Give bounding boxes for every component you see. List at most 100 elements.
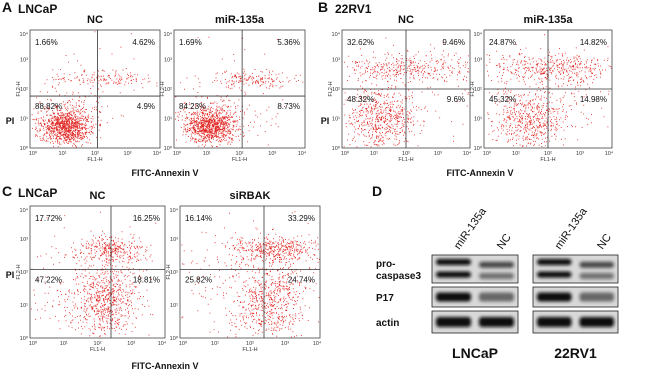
y-tick-label: 10⁴ [332, 31, 341, 38]
x-tick-label: 10² [544, 151, 552, 157]
blot-band [436, 317, 471, 327]
cell-line: LNCaP [18, 186, 57, 200]
y-channel: FL2-H [16, 264, 22, 279]
row-label: P17 [376, 293, 394, 304]
quadrant-value: 24.74% [288, 275, 315, 284]
y-tick-label: 10⁰ [474, 145, 483, 152]
cell-line: 22RV1 [335, 2, 372, 16]
panel-label: A [2, 0, 12, 15]
y-tick-label: 10³ [20, 237, 28, 243]
y-tick-label: 10² [20, 270, 28, 276]
y-tick-label: 10¹ [164, 117, 172, 123]
y-tick-label: 10³ [164, 58, 172, 64]
quadrant-value: 45.32% [489, 95, 516, 104]
y-tick-label: 10⁴ [20, 31, 29, 38]
x-tick-label: 10² [94, 341, 102, 347]
quadrant-value: 88.82% [35, 102, 62, 111]
x-tick-label: 10⁰ [29, 150, 38, 157]
y-channel: FL2-H [328, 81, 334, 96]
x-channel: FL1-H [242, 347, 257, 353]
blot-strip [532, 310, 619, 334]
x-tick-label: 10² [91, 151, 99, 157]
blot-band [479, 317, 514, 327]
blot-band [479, 292, 514, 302]
x-tick-label: 10³ [434, 151, 442, 157]
plot-title: siRBAK [230, 190, 271, 202]
x-tick-label: 10⁰ [483, 150, 492, 157]
x-tick-label: 10⁴ [605, 150, 614, 157]
y-tick-label: 10⁰ [332, 145, 341, 152]
x-tick-label: 10⁰ [179, 340, 188, 347]
x-tick-label: 10¹ [512, 151, 520, 157]
quadrant-value: 84.23% [179, 102, 206, 111]
x-channel: FL1-H [90, 347, 105, 353]
x-tick-label: 10⁴ [313, 340, 322, 347]
blot-band [436, 271, 471, 278]
x-tick-label: 10¹ [370, 151, 378, 157]
x-tick-label: 10¹ [211, 341, 219, 347]
y-axis-label: PI [6, 116, 15, 126]
blot-band [537, 271, 572, 278]
y-tick-label: 10² [332, 87, 340, 93]
y-tick-label: 10¹ [20, 303, 28, 309]
y-tick-label: 10² [20, 87, 28, 93]
y-tick-label: 10¹ [170, 303, 178, 309]
plot-title: miR-135a [215, 14, 265, 26]
x-channel: FL1-H [540, 157, 555, 163]
x-tick-label: 10⁰ [173, 150, 182, 157]
lane-label: miR-135a [553, 205, 591, 252]
y-tick-label: 10⁴ [20, 207, 29, 214]
y-tick-label: 10² [170, 270, 178, 276]
x-tick-label: 10⁰ [29, 340, 38, 347]
x-tick-label: 10⁴ [158, 340, 167, 347]
blot-band [479, 272, 514, 280]
quadrant-value: 48.32% [347, 95, 374, 104]
x-axis-label: FITC-Annexin V [132, 361, 199, 371]
y-tick-label: 10¹ [332, 117, 340, 123]
quadrant-value: 14.98% [580, 95, 607, 104]
quadrant-value: 25.82% [185, 275, 212, 284]
lane-label: NC [595, 232, 614, 252]
x-axis-label: FITC-Annexin V [447, 168, 514, 178]
y-axis-label: PI [321, 116, 330, 126]
x-tick-label: 10⁰ [341, 150, 350, 157]
plot-frame [179, 205, 321, 339]
quadrant-value: 4.62% [132, 38, 155, 47]
quadrant-value: 1.66% [35, 38, 58, 47]
quadrant-value: 16.25% [133, 214, 160, 223]
lane-label: NC [495, 232, 514, 252]
x-tick-label: 10³ [124, 151, 132, 157]
blot-band [579, 317, 614, 327]
x-tick-label: 10² [402, 151, 410, 157]
blot-strip [431, 310, 519, 334]
quadrant-value: 33.29% [288, 214, 315, 223]
panel-label: B [318, 0, 328, 15]
x-axis-label: FITC-Annexin V [132, 168, 199, 178]
lane-label: miR-135a [452, 205, 490, 252]
y-tick-label: 10³ [20, 58, 28, 64]
plot-frame [173, 29, 306, 149]
row-label: pro- [376, 259, 395, 270]
x-tick-label: 10³ [576, 151, 584, 157]
cell-line: 22RV1 [554, 345, 597, 361]
blot-band [436, 258, 471, 266]
event-cloud [31, 31, 158, 148]
y-tick-label: 10⁰ [20, 335, 29, 342]
plot-frame [29, 29, 161, 149]
x-tick-label: 10⁴ [463, 150, 472, 157]
y-tick-label: 10³ [474, 58, 482, 64]
plot-title: NC [87, 14, 103, 26]
quadrant-value: 24.87% [489, 38, 516, 47]
plot-title: NC [90, 190, 106, 202]
y-tick-label: 10⁰ [20, 145, 29, 152]
y-axis-label: PI [6, 270, 15, 280]
x-tick-label: 10⁴ [298, 150, 307, 157]
y-tick-label: 10¹ [20, 117, 28, 123]
blot-band [579, 292, 614, 302]
blot-band [479, 261, 514, 268]
x-tick-label: 10⁴ [153, 150, 162, 157]
x-tick-label: 10¹ [60, 341, 68, 347]
quadrant-value: 1.69% [179, 38, 202, 47]
x-channel: FL1-H [87, 157, 102, 163]
y-channel: FL2-H [16, 81, 22, 96]
